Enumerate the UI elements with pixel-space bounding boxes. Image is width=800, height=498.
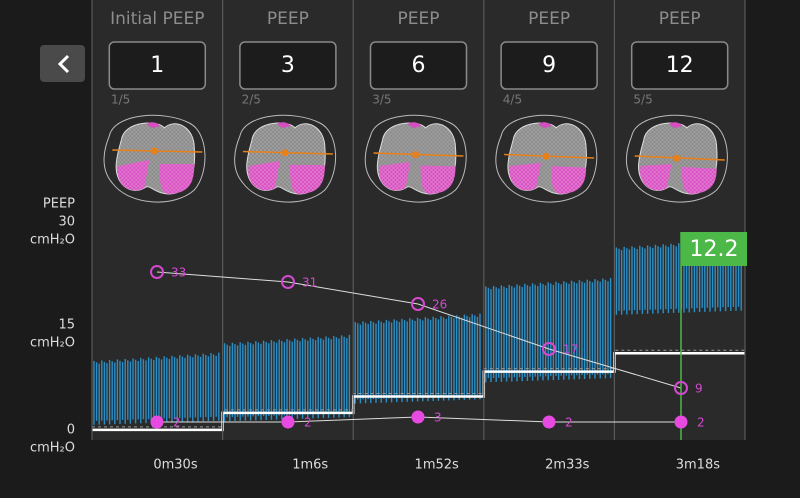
lower-marker-label: 2 (173, 416, 181, 430)
lower-marker-label: 2 (304, 416, 312, 430)
lung-image (103, 114, 206, 203)
y-axis-unit: cmH₂O (30, 336, 75, 351)
peep-value-box[interactable] (239, 41, 337, 90)
upper-marker-label: 31 (302, 276, 317, 290)
lower-marker (674, 415, 688, 429)
peep-value[interactable]: 1 (150, 53, 164, 78)
step-label: 1/5 (111, 93, 130, 107)
lung-image (495, 114, 598, 203)
current-value: 12.2 (690, 237, 739, 262)
upper-marker-label: 26 (432, 298, 447, 312)
lower-marker (150, 415, 164, 429)
lung-center (281, 149, 289, 157)
upper-marker (150, 265, 164, 279)
step-label: 5/5 (633, 93, 652, 107)
lung-collapse-right (289, 164, 325, 194)
lower-marker (281, 415, 295, 429)
back-button[interactable] (40, 45, 85, 82)
lung-overdistension (668, 122, 683, 128)
lung-contour (234, 114, 337, 203)
lower-marker-label: 2 (565, 416, 573, 430)
y-axis-value: 15 (58, 318, 75, 333)
lung-collapse-right (420, 165, 456, 194)
lung-overdistension (276, 122, 291, 128)
time-label: 0m30s (153, 458, 197, 473)
peep-value-box[interactable] (630, 41, 729, 90)
lung-center (150, 147, 158, 155)
y-axis-title: PEEP (43, 197, 75, 212)
lung-collapse-left (640, 163, 672, 191)
lung-contour (364, 114, 467, 203)
lung-image (625, 114, 728, 203)
upper-marker (281, 275, 295, 289)
time-label: 1m6s (292, 458, 328, 473)
lung-collapse-right (551, 166, 587, 194)
column-header: Initial PEEP (110, 9, 204, 29)
time-label: 3m18s (676, 458, 720, 473)
column-header: PEEP (398, 9, 440, 29)
step-label: 4/5 (503, 93, 522, 107)
lung-center (542, 152, 550, 160)
upper-trend-line (156, 271, 682, 389)
column-header: PEEP (659, 9, 701, 29)
chevron-icon[interactable] (57, 54, 70, 74)
lung-collapse-right (681, 166, 717, 194)
upper-marker (411, 297, 425, 311)
peep-value-box[interactable] (108, 41, 207, 90)
peep-value-box[interactable] (500, 41, 598, 90)
time-label: 2m33s (545, 458, 589, 473)
lower-marker (411, 410, 425, 424)
lung-overdistension (538, 122, 553, 128)
lung-contour (625, 114, 728, 203)
upper-marker-label: 9 (695, 382, 703, 396)
upper-marker (674, 381, 688, 395)
lung-contour (495, 114, 598, 203)
peep-value-box[interactable] (369, 41, 468, 90)
peep-value[interactable]: 3 (281, 53, 295, 78)
lung-collapse-left (248, 160, 280, 191)
lung-overdistension (407, 122, 422, 128)
y-axis-unit: cmH₂O (30, 233, 75, 248)
lung-collapse-left (509, 162, 542, 191)
current-value-badge (681, 232, 747, 266)
lower-marker (542, 415, 556, 429)
y-axis-value: 30 (58, 215, 75, 230)
peep-value[interactable]: 12 (666, 53, 694, 78)
lung-center (673, 154, 681, 162)
lung-collapse-left (378, 161, 411, 191)
lower-marker-label: 2 (697, 416, 705, 430)
step-label: 2/5 (242, 93, 261, 107)
lung-image (234, 114, 337, 203)
column-header: PEEP (528, 9, 570, 29)
lung-collapse-right (159, 164, 195, 194)
peep-value[interactable]: 9 (542, 53, 556, 78)
lung-contour (103, 114, 206, 203)
upper-marker-label: 17 (563, 343, 578, 357)
y-axis-value: 0 (67, 423, 75, 438)
peep-value[interactable]: 6 (412, 53, 426, 78)
upper-marker (542, 342, 556, 356)
y-axis-unit: cmH₂O (30, 441, 75, 456)
step-label: 3/5 (372, 93, 391, 107)
lung-overdistension (146, 122, 161, 128)
lung-center (412, 151, 419, 159)
lung-image (364, 114, 467, 203)
lower-marker-label: 3 (434, 411, 442, 425)
time-label: 1m52s (415, 458, 459, 473)
upper-marker-label: 33 (171, 266, 186, 280)
column-header: PEEP (267, 9, 309, 29)
lung-collapse-left (117, 160, 150, 191)
